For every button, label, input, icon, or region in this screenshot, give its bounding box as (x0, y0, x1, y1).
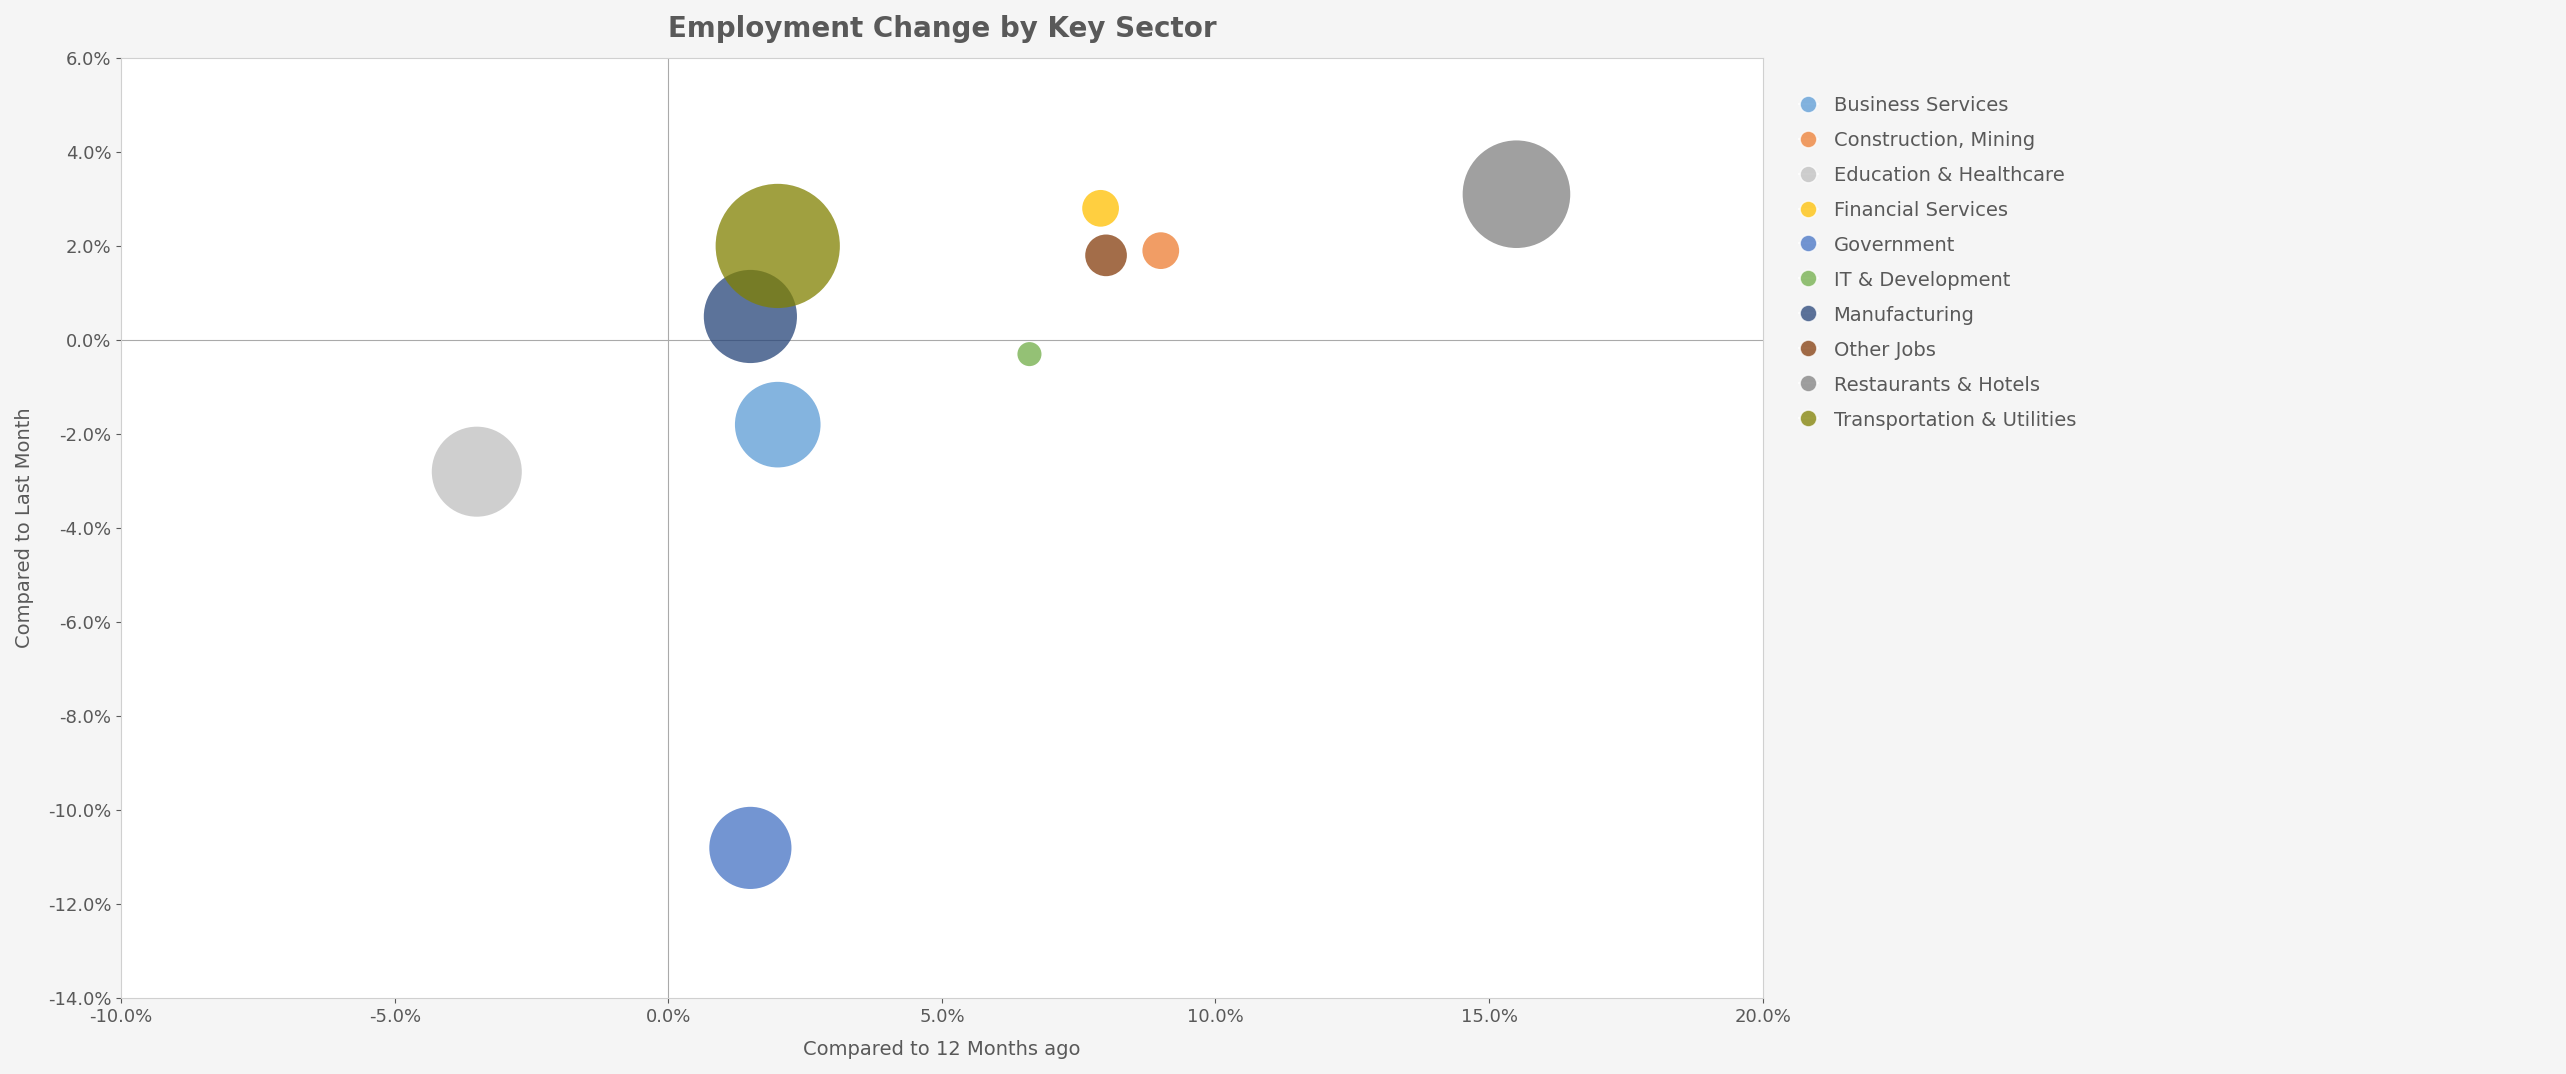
Manufacturing (729, 308, 770, 325)
Financial Services (1080, 200, 1121, 217)
Construction, Mining (1139, 242, 1180, 259)
Transportation & Utilities (757, 237, 798, 255)
X-axis label: Compared to 12 Months ago: Compared to 12 Months ago (803, 1040, 1080, 1059)
Other Jobs (1085, 247, 1126, 264)
Y-axis label: Compared to Last Month: Compared to Last Month (15, 408, 33, 649)
Education & Healthcare (457, 463, 498, 480)
IT & Development (1008, 346, 1049, 363)
Restaurants & Hotels (1496, 186, 1537, 203)
Business Services (757, 416, 798, 433)
Legend: Business Services, Construction, Mining, Education & Healthcare, Financial Servi: Business Services, Construction, Mining,… (1789, 86, 2086, 439)
Government (729, 839, 770, 856)
Title: Employment Change by Key Sector: Employment Change by Key Sector (667, 15, 1216, 43)
